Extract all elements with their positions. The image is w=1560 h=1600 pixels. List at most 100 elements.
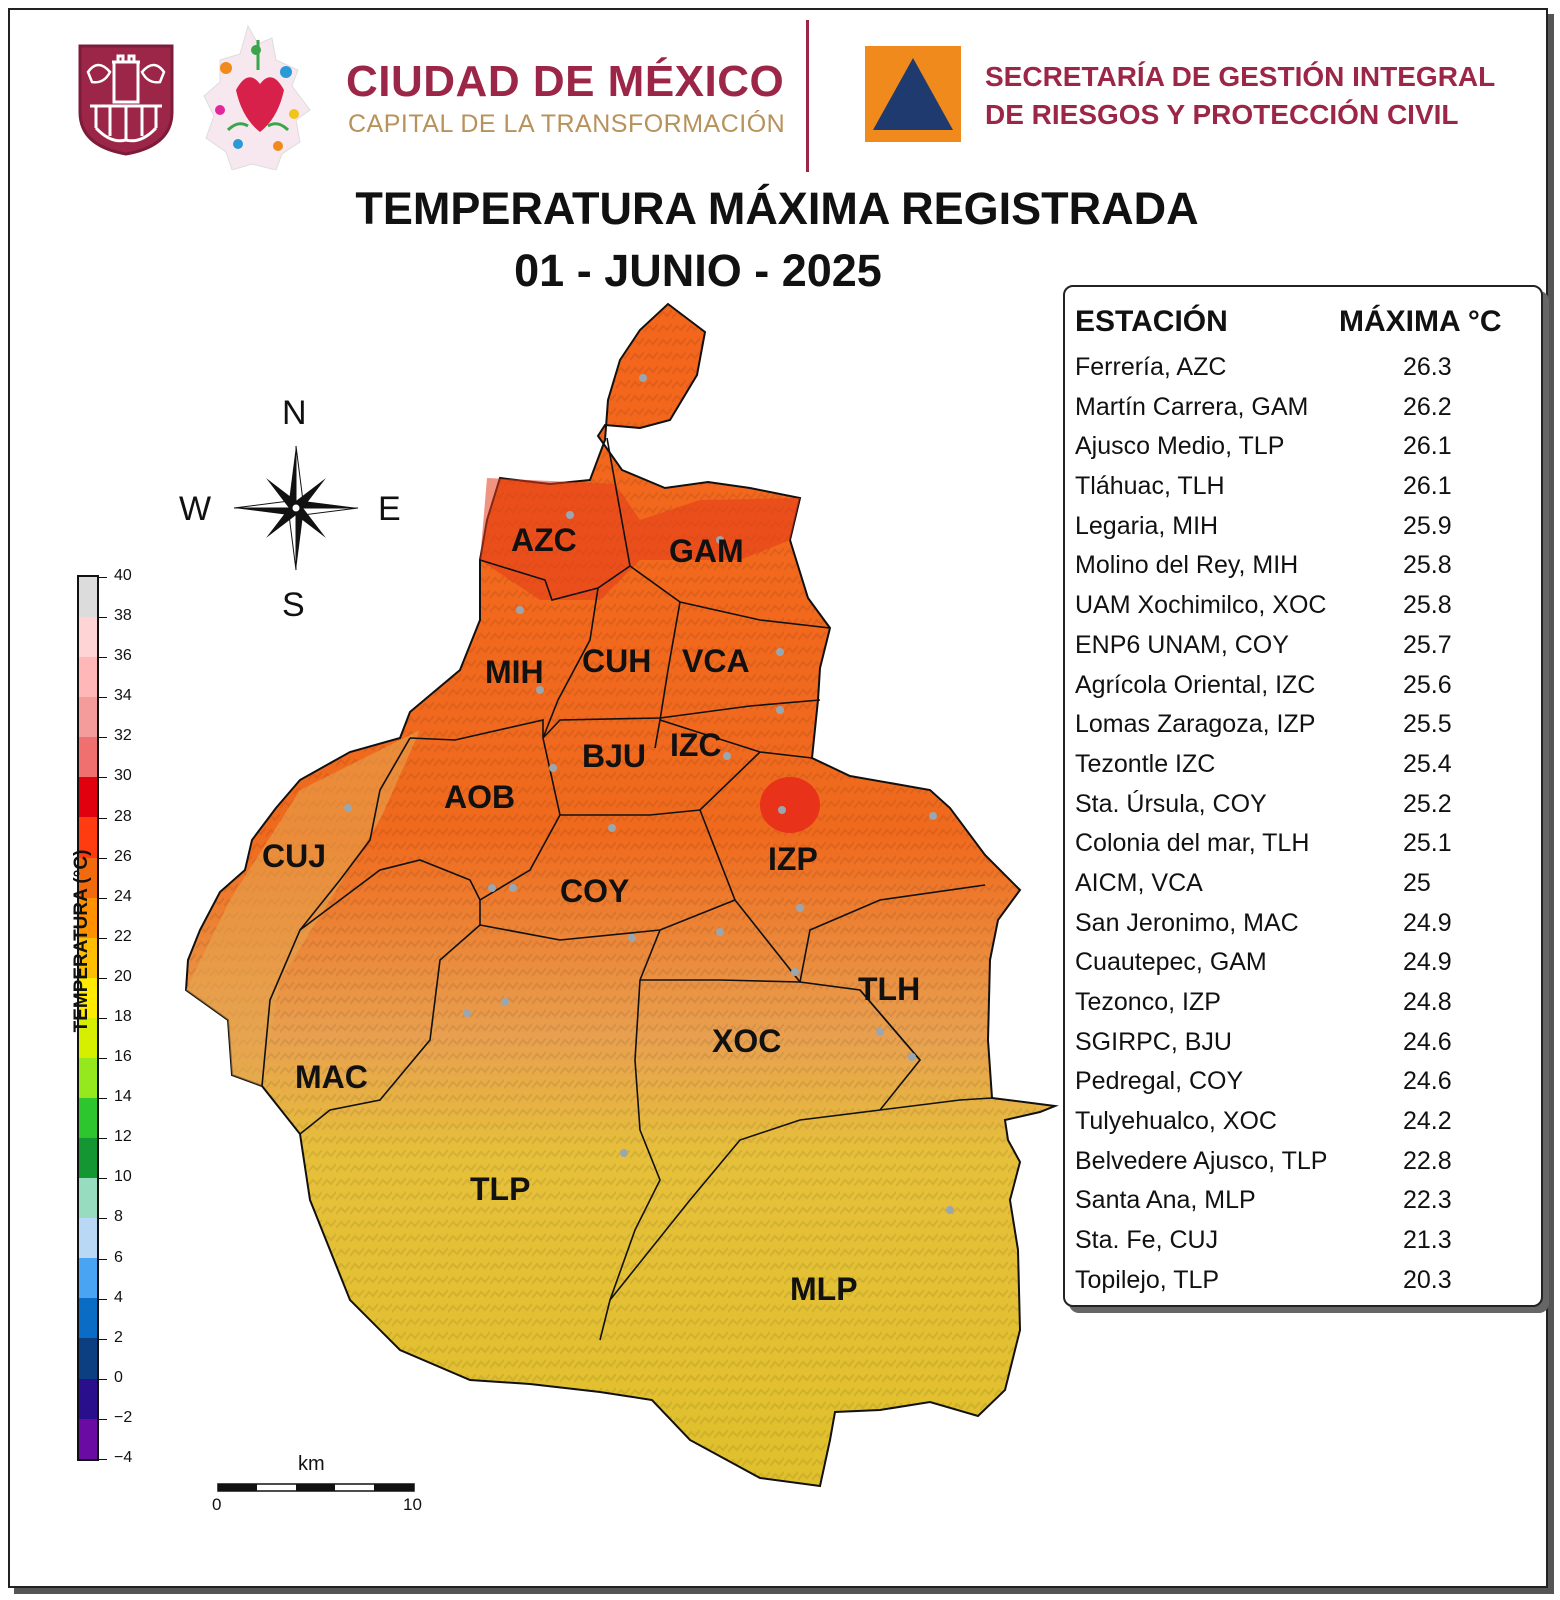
colorbar-tick-mark [99,617,107,619]
colorbar-tick-mark [99,1098,107,1100]
table-row: Tezontle IZC 25.4 [1075,750,1535,790]
station-name: UAM Xochimilco, XOC [1075,591,1327,620]
map-title: TEMPERATURA MÁXIMA REGISTRADA [355,183,1199,234]
borough-labels: AZC GAM MIH CUH VCA BJU IZC AOB CUJ IZP … [262,522,920,1307]
station-max-temp: 24.8 [1403,988,1452,1016]
colorbar-segment [79,1418,97,1459]
colorbar-tick-label: 22 [114,927,132,945]
compass-rose-icon [233,445,359,571]
table-row: UAM Xochimilco, XOC 25.8 [1075,591,1535,631]
map-date: 01 - JUNIO - 2025 [514,245,882,296]
label-xoc: XOC [712,1023,781,1059]
station-max-temp: 24.9 [1403,908,1452,937]
label-cuj: CUJ [262,838,326,874]
table-row: Tláhuac, TLH 26.1 [1075,472,1535,512]
colorbar-segment [79,1338,97,1379]
station-name: Cuautepec, GAM [1075,948,1267,977]
station-name: SGIRPC, BJU [1075,1027,1232,1056]
colorbar-segment [79,1218,97,1259]
hot-spot-izp [760,777,820,833]
colorbar-tick-mark [99,1218,107,1220]
colorbar-segment [79,1378,97,1419]
colorbar-tick-label: 6 [114,1248,123,1266]
label-coy: COY [560,873,629,909]
borough-borders [261,437,993,1341]
label-tlp: TLP [470,1171,530,1207]
colorbar-tick-mark [99,1178,107,1180]
colorbar-tick-mark [99,817,107,819]
table-row: Tezonco, IZP 24.8 [1075,988,1535,1028]
colorbar-segment [79,737,97,778]
table-row: Ajusco Medio, TLP 26.1 [1075,432,1535,472]
colorbar-segment [79,977,97,1018]
station-name: AICM, VCA [1075,868,1203,897]
table-row: Lomas Zaragoza, IZP 25.5 [1075,710,1535,750]
colorbar-segment [79,1258,97,1299]
colorbar-segment [79,697,97,738]
colorbar-tick-label: 10 [114,1168,132,1186]
colorbar-tick-mark [99,1258,107,1260]
station-max-temp: 26.3 [1403,353,1452,381]
station-markers [344,374,954,1214]
colorbar-segment [79,857,97,898]
colorbar-tick-label: 38 [114,607,132,625]
table-header-max: MÁXIMA °C [1339,305,1502,338]
compass-east: E [378,490,401,528]
station-name: Lomas Zaragoza, IZP [1075,710,1316,739]
station-max-temp: 20.3 [1403,1265,1452,1294]
table-row: SGIRPC, BJU 24.6 [1075,1028,1535,1068]
label-mac: MAC [295,1059,368,1095]
colorbar-tick-mark [99,857,107,859]
colorbar-tick-label: 30 [114,767,132,785]
table-row: Topilejo, TLP 20.3 [1075,1266,1535,1306]
colorbar-segment [79,1098,97,1139]
station-name: San Jeronimo, MAC [1075,908,1299,937]
station-name: Tláhuac, TLH [1075,472,1225,501]
station-max-temp: 25 [1403,868,1431,897]
table-row: Pedregal, COY 24.6 [1075,1067,1535,1107]
table-header-station: ESTACIÓN [1075,305,1228,338]
label-tlh: TLH [858,971,920,1007]
station-max-temp: 24.2 [1403,1107,1452,1136]
table-row: Sta. Fe, CUJ 21.3 [1075,1226,1535,1266]
compass-north: N [282,394,307,432]
header-logos: CIUDAD DE MÉXICO CAPITAL DE LA TRANSFORM… [70,20,785,180]
colorbar-tick-label: 36 [114,647,132,665]
colorbar-segment [79,817,97,858]
station-max-temp: 21.3 [1403,1226,1452,1255]
table-row: AICM, VCA 25 [1075,869,1535,909]
colorbar-tick-label: −2 [114,1408,133,1426]
station-max-temp: 22.3 [1403,1186,1452,1215]
station-name: Tulyehualco, XOC [1075,1107,1277,1136]
scale-end: 10 [403,1495,422,1514]
cool-zone-west [186,730,420,1086]
colorbar-segment [79,937,97,978]
colorbar-tick-label: 4 [114,1288,123,1306]
colorbar-segment [79,657,97,698]
colorbar-segment [79,777,97,818]
station-max-temp: 25.4 [1403,749,1452,778]
colorbar-tick-label: −4 [114,1449,133,1466]
station-name: Sta. Úrsula, COY [1075,789,1267,818]
colorbar-tick-mark [99,1138,107,1140]
table-row: Ferrería, AZC 26.3 [1075,353,1535,393]
colorbar-segment [79,1017,97,1058]
frame-shadow-bottom [14,1588,1554,1594]
label-gam: GAM [669,533,744,569]
city-subtitle: CAPITAL DE LA TRANSFORMACIÓN [348,110,786,138]
table-row: Molino del Rey, MIH 25.8 [1075,551,1535,591]
colorbar-tick-label: 28 [114,807,132,825]
station-max-temp: 25.8 [1403,591,1452,620]
colorbar-tick-mark [99,1418,107,1420]
station-name: Santa Ana, MLP [1075,1186,1256,1215]
agency-line-2: DE RIESGOS Y PROTECCIÓN CIVIL [985,99,1459,130]
compass-south: S [282,586,305,624]
table-rows: Ferrería, AZC 26.3 Martín Carrera, GAM 26.2… [1075,353,1535,1306]
colorbar-tick-label: 20 [114,967,132,985]
station-max-temp: 22.8 [1403,1146,1452,1175]
colorbar-tick-label: 16 [114,1048,132,1066]
label-mlp: MLP [790,1271,858,1307]
cdmx-crest-icon [78,44,174,156]
colorbar-segment [79,577,97,618]
